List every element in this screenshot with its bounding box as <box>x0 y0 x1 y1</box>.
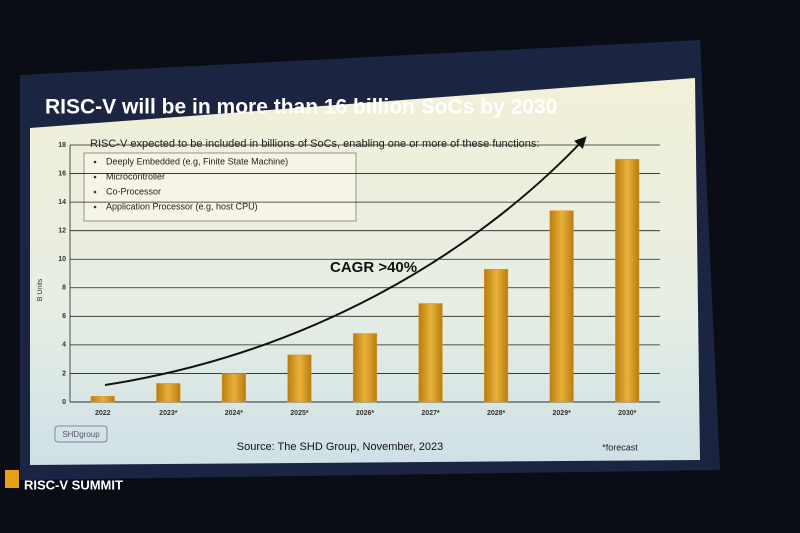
x-tick-label: 2026* <box>356 410 375 417</box>
x-tick-label: 2023* <box>159 410 178 417</box>
bullet <box>93 190 97 194</box>
bullet <box>93 205 97 209</box>
y-tick-label: 12 <box>58 228 66 235</box>
y-tick-label: 18 <box>58 142 66 149</box>
bar <box>615 159 640 403</box>
slide-title: RISC-V will be in more than 16 billion S… <box>45 96 557 119</box>
function-item: Microcontroller <box>106 171 165 181</box>
y-axis-label: B Units <box>37 278 44 301</box>
footnote: *forecast <box>602 442 638 452</box>
y-tick-label: 6 <box>62 313 66 320</box>
y-tick-label: 4 <box>62 342 66 349</box>
subtitle: RISC-V expected to be included in billio… <box>90 138 539 150</box>
function-item: Deeply Embedded (e.g, Finite State Machi… <box>106 156 288 166</box>
function-item: Application Processor (e.g, host CPU) <box>106 201 258 211</box>
y-tick-label: 16 <box>58 170 66 177</box>
logo: SHDgroup <box>62 430 100 439</box>
x-tick-label: 2025* <box>290 410 309 417</box>
bullet <box>93 175 97 179</box>
bar <box>549 210 574 403</box>
bar <box>352 333 378 403</box>
functions-box <box>83 152 357 222</box>
bar <box>287 354 312 403</box>
growth-arrow <box>104 136 587 386</box>
bar <box>418 303 443 403</box>
x-tick-label: 2030* <box>618 410 637 417</box>
x-tick-label: 2022 <box>95 410 111 417</box>
function-item: Co-Processor <box>106 186 161 196</box>
bar <box>156 383 181 403</box>
y-tick-label: 14 <box>58 199 66 206</box>
source: Source: The SHD Group, November, 2023 <box>237 441 443 453</box>
event-name: RISC-V SUMMIT <box>24 477 123 492</box>
y-tick-label: 2 <box>62 370 66 377</box>
x-tick-label: 2028* <box>487 410 506 417</box>
y-tick-label: 10 <box>58 256 66 263</box>
bar <box>90 396 115 403</box>
annotation: CAGR >40% <box>330 259 417 276</box>
y-tick-label: 8 <box>62 285 66 292</box>
plot: Deeply Embedded (e.g, Finite State Machi… <box>58 142 660 417</box>
x-tick-label: 2029* <box>553 410 572 417</box>
x-tick-label: 2024* <box>225 410 244 417</box>
event-logo-mark <box>5 470 19 488</box>
bullet <box>93 160 97 164</box>
y-tick-label: 0 <box>62 399 66 406</box>
bar <box>221 373 246 403</box>
logo-box <box>54 425 108 443</box>
bar <box>484 268 509 403</box>
x-tick-label: 2027* <box>421 410 440 417</box>
